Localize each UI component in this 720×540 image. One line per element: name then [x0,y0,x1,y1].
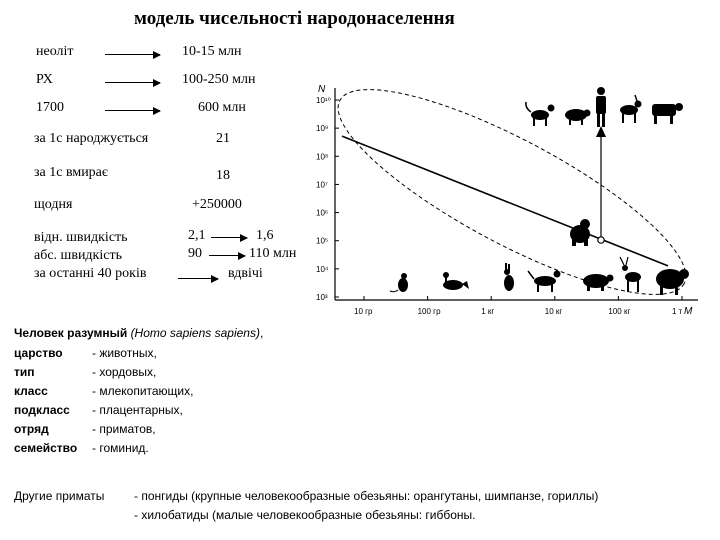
stat-label-rel-speed: відн. швидкість [34,230,128,245]
primates-line-1: - понгиды (крупные человекообразные обез… [134,489,599,503]
human-icon [596,87,606,127]
y-tick-label: 10⁹ [316,124,328,133]
species-name: Человек разумный [14,326,128,340]
stat-value-rel-to: 1,6 [256,228,274,243]
stat-value-rh: 100-250 млн [182,72,256,87]
taxonomy-rank: класс [14,384,48,398]
ape-icon [570,219,590,246]
y-tick-label: 10¹⁰ [316,96,331,105]
y-tick-label: 10⁷ [316,180,328,189]
pig-icon [583,274,614,291]
bison-icon [656,269,689,295]
taxonomy-rank: тип [14,365,35,379]
stat-value-abs-from: 90 [188,246,202,261]
arrow-icon [596,126,606,137]
stat-value-40-years: вдвічі [228,266,263,281]
y-tick-label: 10⁵ [316,237,328,246]
page-title: модель чисельності народонаселення [134,8,455,29]
stat-label-births: за 1с народжується [34,131,149,146]
deer-icon [619,256,641,292]
arrow-icon [211,233,248,242]
stat-value-1700: 600 млн [198,100,246,115]
pig-icon [565,109,591,125]
taxonomy-rank: царство [14,346,63,360]
stat-label-rh: РХ [36,72,53,87]
arrow-icon [178,274,219,283]
primates-line-2: - хилобатиды (малые человекообразные обе… [134,508,476,522]
stat-value-births: 21 [216,131,230,146]
chart-axes: N M [318,84,698,317]
stat-label-1700: 1700 [36,100,64,115]
x-tick-label: 1 т [672,307,683,316]
x-tick-labels: 10 гр 100 гр 1 кг 10 кг 100 кг 1 т [354,296,683,316]
taxonomy-value: - млекопитающих, [92,384,194,398]
taxonomy-rank: семейство [14,441,78,455]
x-tick-label: 100 гр [418,307,441,316]
confidence-ellipse [337,89,687,295]
taxonomy-value: - хордовых, [92,365,157,379]
taxonomy-rank: отряд [14,422,49,436]
taxonomy-value: - приматов, [92,422,156,436]
x-tick-label: 10 гр [354,307,373,316]
arrow-icon [105,106,161,115]
rabbit-icon [504,263,514,291]
taxonomy-rank: подкласс [14,403,70,417]
mouse-icon [389,273,408,293]
stat-label-neolith: неоліт [36,44,74,59]
x-tick-label: 1 кг [481,307,494,316]
animal-icons [389,87,689,295]
dog-icon [527,270,561,292]
y-tick-labels: 10¹⁰ 10⁹ 10⁸ 10⁷ 10⁶ 10⁵ 10⁴ 10³ [316,96,339,302]
goat-icon [620,94,642,123]
arrow-icon [105,78,161,87]
cat-icon [525,101,555,126]
trend-line [341,135,669,267]
x-axis-label: M [684,306,693,317]
y-tick-label: 10⁸ [316,152,328,161]
species-latin-name: (Homo sapiens sapiens) [130,326,260,340]
stat-label-40-years: за останні 40 років [34,266,147,281]
taxonomy-heading: Человек разумный (Homo sapiens sapiens), [14,326,263,340]
x-tick-label: 10 кг [545,307,563,316]
bird-icon [443,272,469,290]
arrow-icon [105,50,161,59]
y-tick-label: 10⁶ [316,209,328,218]
stat-value-deaths: 18 [216,168,230,183]
primates-label: Другие приматы [14,489,105,503]
taxonomy-value: - животных, [92,346,157,360]
human-point [597,236,605,244]
stat-value-daily: +250000 [192,197,242,212]
stat-label-daily: щодня [34,197,73,212]
taxonomy-value: - плацентарных, [92,403,183,417]
arrow-icon [209,251,246,260]
y-tick-label: 10⁴ [316,265,329,274]
stat-value-neolith: 10-15 млн [182,44,242,59]
y-axis-label: N [318,84,326,95]
stat-label-abs-speed: абс. швидкість [34,248,122,263]
cow-icon [652,103,683,124]
taxonomy-value: - гоминид. [92,441,149,455]
y-tick-label: 10³ [316,293,328,302]
stat-value-abs-to: 110 млн [249,246,297,261]
x-tick-label: 100 кг [608,307,630,316]
stat-label-deaths: за 1с вмирає [34,165,108,180]
stat-value-rel-from: 2,1 [188,228,206,243]
heading-suffix: , [259,326,264,340]
